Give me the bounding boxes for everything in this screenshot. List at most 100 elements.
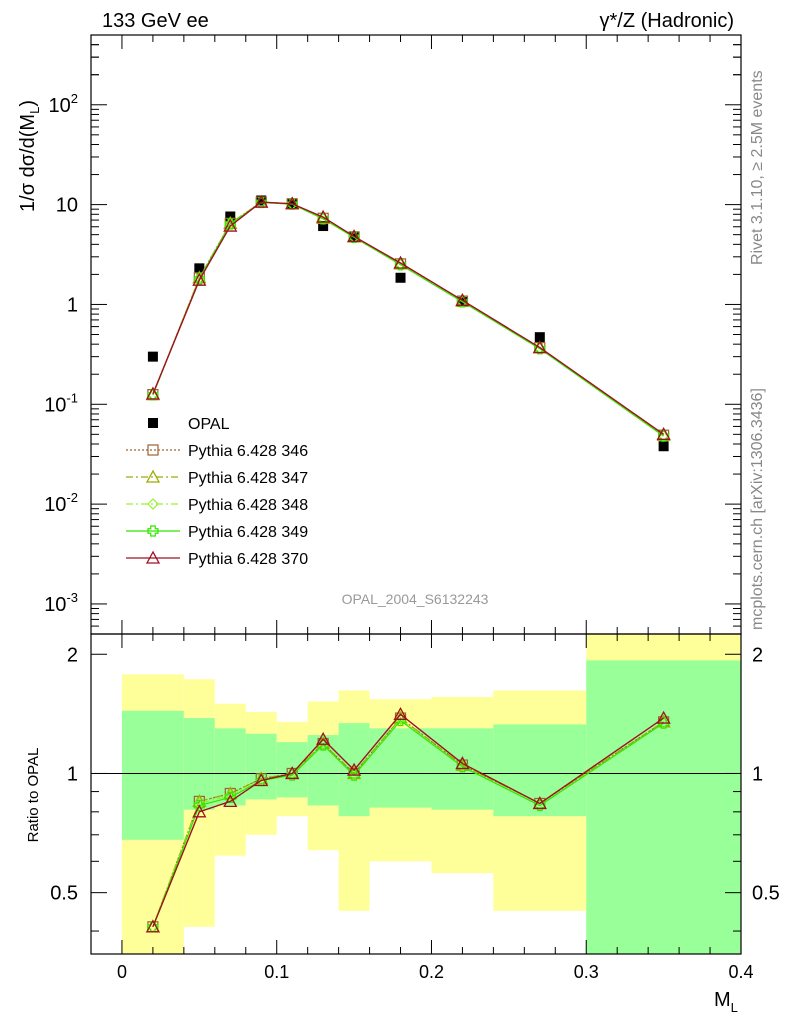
main-point <box>285 196 300 210</box>
legend-marker <box>147 498 159 510</box>
inner-band-5 <box>307 735 339 806</box>
main-point <box>192 272 207 286</box>
main-y-tick-label: 10-2 <box>44 490 78 516</box>
legend-item: Pythia 6.428 348 <box>126 497 308 514</box>
legend-item: Pythia 6.428 349 <box>126 524 308 541</box>
ratio-point <box>145 919 160 933</box>
inner-band-0 <box>121 710 184 840</box>
main-series-line <box>152 201 664 437</box>
axis-ticks: 0 0.1 0.2 0.3 0.4 10-3 10-2 10-1 1 10 102 0.5 0.5 1 1 2… <box>44 34 780 982</box>
ratio-error-bands <box>121 634 741 954</box>
legend-item: Pythia 6.428 370 <box>126 550 308 568</box>
ratio-y-tick-label: 0.5 <box>50 883 78 905</box>
legend-marker <box>147 525 159 537</box>
main-y-tick-label: 10-3 <box>44 590 78 616</box>
ratio-point <box>285 766 300 780</box>
main-y-tick-label: 102 <box>49 91 78 117</box>
main-y-axis-label: 1/σ dσ/d(ML) <box>17 100 42 212</box>
main-point <box>316 209 331 223</box>
legend-marker <box>148 418 158 428</box>
x-tick-label: 0.3 <box>574 962 599 982</box>
ratio-y-tick-label: 1 <box>67 763 78 785</box>
ratio-point <box>224 791 236 804</box>
legend: OPAL Pythia 6.428 346 Pythia 6.428 347 Pyth… <box>126 416 308 568</box>
legend-marker <box>145 469 161 483</box>
ratio-point <box>532 796 547 810</box>
main-point <box>658 430 670 442</box>
x-tick-label: 0.4 <box>728 962 753 982</box>
main-point <box>318 221 329 232</box>
main-point <box>656 426 671 440</box>
ratio-point <box>192 804 207 818</box>
main-point <box>147 351 158 362</box>
main-point <box>145 386 160 400</box>
ratio-point <box>534 799 546 812</box>
main-point <box>534 332 545 343</box>
main-point <box>224 218 236 230</box>
ratio-series-4 <box>145 707 671 933</box>
main-series-5 <box>145 194 671 440</box>
main-y-tick-label: 10 <box>56 195 78 217</box>
watermark: OPAL_2004_S6132243 <box>342 591 489 607</box>
main-series-line <box>152 201 664 437</box>
main-point <box>317 213 329 225</box>
ratio-point <box>223 794 238 808</box>
ratio-y-tick-label-right: 0.5 <box>752 883 780 905</box>
ratio-point <box>347 762 362 776</box>
main-y-tick-label: 10-1 <box>44 390 78 416</box>
rivet-label: Rivet 3.1.10, ≥ 2.5M events <box>749 70 766 265</box>
x-tick-label: 0.1 <box>264 962 289 982</box>
ratio-point <box>254 773 269 787</box>
x-axis-label: ML <box>714 989 738 1015</box>
legend-item: Pythia 6.428 347 <box>126 469 308 487</box>
main-point <box>256 195 267 206</box>
ratio-y-axis-label: Ratio to OPAL <box>25 748 42 843</box>
inner-band-9 <box>493 724 587 817</box>
main-point <box>455 292 470 306</box>
ratio-series-line <box>152 717 664 927</box>
x-tick-label: 0 <box>117 962 127 982</box>
ratio-point <box>455 756 470 770</box>
x-tick-label: 0.2 <box>419 962 444 982</box>
legend-item: OPAL <box>148 416 230 433</box>
ratio-y-tick-label: 2 <box>67 644 78 666</box>
inner-band-10 <box>586 660 741 954</box>
main-plot-frame <box>90 34 742 635</box>
main-point <box>393 255 408 269</box>
main-point <box>254 194 269 208</box>
legend-label: Pythia 6.428 347 <box>188 470 308 487</box>
ratio-plot-frame <box>90 633 742 955</box>
legend-label: OPAL <box>188 416 230 433</box>
mcplots-label: mcplots.cern.ch [arXiv:1306.3436] <box>749 388 766 630</box>
ratio-point <box>656 710 671 724</box>
svg-text:1/σ dσ/d(ML): 1/σ dσ/d(ML) <box>17 100 42 212</box>
main-point <box>347 229 362 243</box>
legend-marker <box>147 444 159 456</box>
ratio-y-tick-label-right: 1 <box>752 763 763 785</box>
main-point <box>223 218 238 232</box>
ratio-series-line <box>152 719 664 928</box>
legend-item: Pythia 6.428 346 <box>126 443 308 460</box>
header-left-title: 133 GeV ee <box>102 10 209 32</box>
svg-text:ML: ML <box>714 989 738 1015</box>
ratio-point <box>193 797 206 810</box>
main-series-line <box>152 201 664 436</box>
main-point <box>532 340 547 354</box>
main-series-line <box>152 201 665 435</box>
header-right-title: γ*/Z (Hadronic) <box>600 10 734 32</box>
legend-marker <box>145 550 161 564</box>
main-point <box>194 263 205 274</box>
main-point <box>658 441 669 452</box>
inner-band-3 <box>245 733 277 800</box>
ratio-point <box>224 789 237 802</box>
ratio-series-line <box>152 713 665 928</box>
inner-band-7 <box>369 728 432 808</box>
main-y-tick-label: 1 <box>67 294 78 316</box>
main-point <box>395 272 406 283</box>
series-layer <box>145 194 671 933</box>
legend-label: Pythia 6.428 370 <box>188 551 308 568</box>
legend-label: Pythia 6.428 346 <box>188 443 308 460</box>
legend-label: Pythia 6.428 349 <box>188 524 308 541</box>
ratio-y-tick-label-right: 2 <box>752 644 763 666</box>
